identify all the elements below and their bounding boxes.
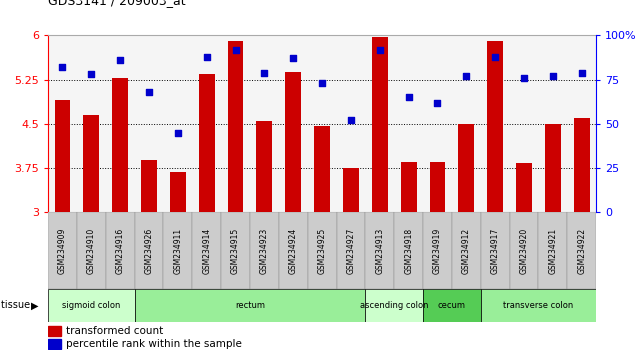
Bar	[48, 326, 62, 336]
Text: GSM234913: GSM234913	[375, 227, 385, 274]
Point	[432, 100, 442, 105]
Text: GSM234924: GSM234924	[288, 227, 298, 274]
Bar	[452, 212, 481, 289]
Bar	[423, 289, 481, 322]
Bar	[48, 212, 77, 289]
Text: GSM234911: GSM234911	[173, 227, 183, 274]
Point	[172, 130, 183, 136]
Bar	[199, 74, 215, 212]
Text: GSM234916: GSM234916	[115, 227, 125, 274]
Bar	[170, 172, 186, 212]
Bar	[256, 121, 272, 212]
Text: GSM234926: GSM234926	[144, 227, 154, 274]
Point	[115, 57, 125, 63]
Point	[461, 73, 471, 79]
Bar	[574, 118, 590, 212]
Bar	[141, 160, 157, 212]
Bar	[516, 164, 532, 212]
Bar	[221, 212, 250, 289]
Bar	[487, 41, 503, 212]
Bar	[365, 289, 423, 322]
Bar	[77, 212, 106, 289]
Bar	[192, 212, 221, 289]
Bar	[365, 212, 394, 289]
Point	[519, 75, 529, 81]
Text: sigmoid colon: sigmoid colon	[62, 301, 121, 310]
Bar	[510, 212, 538, 289]
Point	[547, 73, 558, 79]
Bar	[250, 212, 279, 289]
Text: GSM234915: GSM234915	[231, 227, 240, 274]
Text: GSM234920: GSM234920	[519, 227, 529, 274]
Bar	[314, 126, 330, 212]
Text: GSM234917: GSM234917	[490, 227, 500, 274]
Text: GSM234914: GSM234914	[202, 227, 212, 274]
Point	[490, 54, 500, 59]
Text: GSM234927: GSM234927	[346, 227, 356, 274]
Text: GSM234918: GSM234918	[404, 227, 413, 274]
Bar	[228, 41, 244, 212]
Bar	[481, 289, 596, 322]
Bar	[279, 212, 308, 289]
Point	[259, 70, 269, 75]
Text: rectum: rectum	[235, 301, 265, 310]
Bar	[135, 289, 365, 322]
Bar	[545, 124, 561, 212]
Text: GSM234925: GSM234925	[317, 227, 327, 274]
Bar	[337, 212, 365, 289]
Bar	[372, 37, 388, 212]
Point	[345, 118, 356, 123]
Text: GDS3141 / 209003_at: GDS3141 / 209003_at	[48, 0, 186, 7]
Point	[230, 47, 240, 52]
Bar	[394, 212, 423, 289]
Text: cecum: cecum	[438, 301, 466, 310]
Bar	[106, 212, 135, 289]
Bar	[54, 100, 71, 212]
Bar	[112, 78, 128, 212]
Text: tissue: tissue	[1, 300, 33, 310]
Text: GSM234910: GSM234910	[87, 227, 96, 274]
Bar	[429, 162, 445, 212]
Bar	[481, 212, 510, 289]
Point	[58, 64, 67, 70]
Text: GSM234919: GSM234919	[433, 227, 442, 274]
Bar	[48, 339, 62, 349]
Bar	[83, 115, 99, 212]
Text: GSM234923: GSM234923	[260, 227, 269, 274]
Bar	[401, 162, 417, 212]
Bar	[48, 289, 135, 322]
Bar	[308, 212, 337, 289]
Text: GSM234909: GSM234909	[58, 227, 67, 274]
Point	[374, 47, 385, 52]
Bar	[567, 212, 596, 289]
Bar	[135, 212, 163, 289]
Text: GSM234921: GSM234921	[548, 227, 558, 274]
Point	[86, 72, 96, 77]
Point	[576, 70, 587, 75]
Bar	[423, 212, 452, 289]
Point	[144, 89, 154, 95]
Bar	[285, 72, 301, 212]
Bar	[458, 124, 474, 212]
Text: percentile rank within the sample: percentile rank within the sample	[66, 339, 242, 349]
Point	[404, 95, 414, 100]
Bar	[163, 212, 192, 289]
Point	[288, 56, 298, 61]
Text: ascending colon: ascending colon	[360, 301, 428, 310]
Text: transformed count: transformed count	[66, 326, 163, 336]
Point	[317, 80, 327, 86]
Bar	[343, 167, 359, 212]
Bar	[538, 212, 567, 289]
Point	[201, 54, 212, 59]
Text: ▶: ▶	[31, 300, 38, 310]
Text: transverse colon: transverse colon	[503, 301, 574, 310]
Text: GSM234922: GSM234922	[577, 227, 587, 274]
Text: GSM234912: GSM234912	[462, 227, 471, 274]
